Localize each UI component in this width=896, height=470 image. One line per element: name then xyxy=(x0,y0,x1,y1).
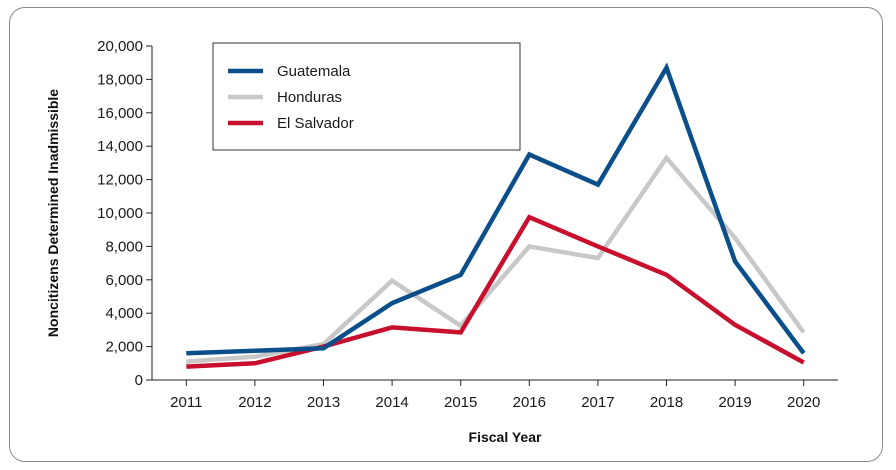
x-tick-label: 2013 xyxy=(307,394,340,411)
y-axis-title: Noncitizens Determined Inadmissible xyxy=(45,89,61,337)
x-tick-label: 2017 xyxy=(581,394,614,411)
series-line-el-salvador xyxy=(186,214,805,369)
x-axis-title: Fiscal Year xyxy=(469,429,542,445)
series-line-guatemala xyxy=(186,62,806,356)
y-tick-label: 18,000 xyxy=(97,71,143,88)
chart-frame xyxy=(9,7,883,462)
y-tick-label: 8,000 xyxy=(105,238,143,255)
y-tick-label: 14,000 xyxy=(97,138,143,155)
x-tick-label: 2012 xyxy=(238,394,271,411)
x-tick-label: 2019 xyxy=(718,394,751,411)
legend-box xyxy=(212,42,521,151)
y-tick-label: 12,000 xyxy=(97,172,143,189)
y-tick-label: 20,000 xyxy=(97,38,143,55)
y-tick-label: 4,000 xyxy=(105,305,143,322)
x-tick-label: 2016 xyxy=(513,394,546,411)
x-tick-label: 2018 xyxy=(650,394,683,411)
y-tick-label: 0 xyxy=(135,372,143,389)
legend-label-el-salvador: El Salvador xyxy=(277,115,354,132)
y-tick-label: 6,000 xyxy=(105,272,143,289)
legend-label-guatemala: Guatemala xyxy=(277,63,351,80)
y-tick-label: 2,000 xyxy=(105,339,143,356)
legend: Guatemala Honduras El Salvador xyxy=(212,42,521,151)
y-tick-label: 10,000 xyxy=(97,205,143,222)
y-tick-label: 16,000 xyxy=(97,105,143,122)
x-tick-label: 2011 xyxy=(170,394,202,411)
x-tick-label: 2014 xyxy=(375,394,408,411)
legend-label-honduras: Honduras xyxy=(277,89,342,106)
x-tick-label: 2020 xyxy=(787,394,820,411)
x-tick-label: 2015 xyxy=(444,394,477,411)
